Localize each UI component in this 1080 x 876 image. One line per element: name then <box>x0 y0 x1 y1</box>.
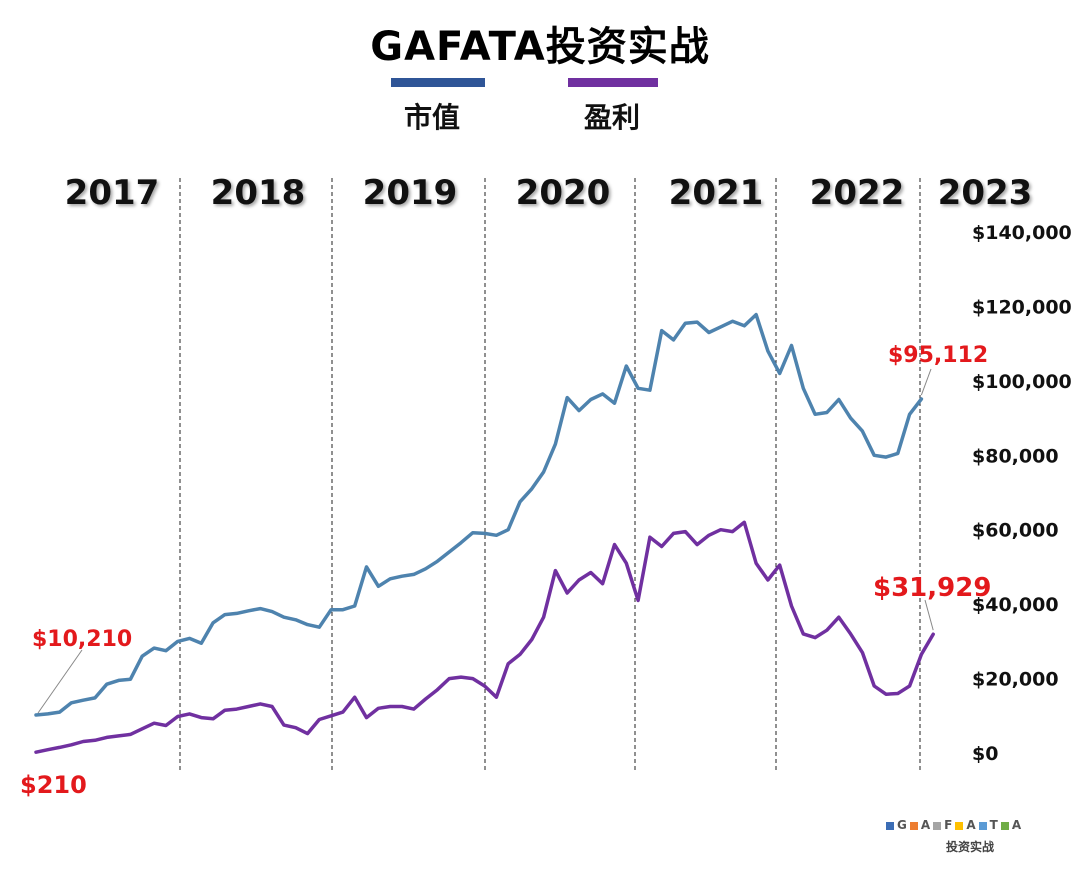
legend-swatch-market-value <box>391 78 485 87</box>
annotation-leader-line <box>924 599 934 631</box>
watermark-square <box>933 821 942 830</box>
annotation-leader-line <box>37 649 83 714</box>
y-tick-label: $60,000 <box>972 520 1059 542</box>
annotation-leader-line <box>920 368 932 396</box>
y-tick-label: $20,000 <box>972 669 1059 691</box>
y-tick-label: $0 <box>972 743 998 765</box>
watermark-letter: G <box>897 818 907 832</box>
year-label-2019: 2019 <box>363 173 458 213</box>
annotation-end-market-value: $95,112 <box>888 343 988 368</box>
y-tick-label: $120,000 <box>972 296 1072 318</box>
year-label-2020: 2020 <box>516 173 611 213</box>
annotation-start-profit: $210 <box>20 771 87 799</box>
year-label-2022: 2022 <box>810 173 905 213</box>
watermark-letter: F <box>944 818 953 832</box>
watermark-square <box>1000 821 1009 830</box>
annotation-start-market-value: $10,210 <box>32 627 132 652</box>
watermark-letter: T <box>989 818 998 832</box>
chart-title: GAFATA投资实战 <box>370 24 710 70</box>
year-label-2017: 2017 <box>65 173 160 213</box>
watermark-square <box>978 821 987 830</box>
y-tick-label: $80,000 <box>972 445 1059 467</box>
year-label-2018: 2018 <box>211 173 306 213</box>
watermark-square <box>886 821 894 830</box>
watermark-subtitle: 投资实战 <box>946 840 995 854</box>
watermark-letter: A <box>920 818 931 832</box>
legend-label-profit: 盈利 <box>584 101 641 134</box>
y-tick-label: $100,000 <box>972 371 1072 393</box>
y-tick-label: $40,000 <box>972 594 1059 616</box>
series-line-market-value <box>34 312 924 717</box>
annotation-end-profit: $31,929 <box>873 573 991 603</box>
year-label-2023: 2023 <box>938 173 1033 213</box>
legend-label-market-value: 市值 <box>404 101 461 134</box>
watermark-letter: A <box>966 818 976 832</box>
legend-swatch-profit <box>568 78 658 87</box>
y-tick-label: $140,000 <box>972 222 1072 244</box>
watermark-square <box>909 821 918 830</box>
watermark-letter: A <box>1011 818 1022 832</box>
year-label-2021: 2021 <box>669 173 764 213</box>
watermark-square <box>955 821 964 830</box>
series-line-profit <box>34 520 935 754</box>
